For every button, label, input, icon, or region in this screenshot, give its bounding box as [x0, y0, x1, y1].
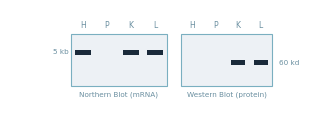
Bar: [254, 60, 268, 65]
Text: L: L: [259, 21, 263, 30]
Text: L: L: [153, 21, 157, 30]
Text: Northern Blot (mRNA): Northern Blot (mRNA): [79, 91, 159, 98]
Bar: [75, 49, 91, 55]
Text: H: H: [80, 21, 86, 30]
Text: K: K: [236, 21, 241, 30]
Text: H: H: [190, 21, 195, 30]
Text: K: K: [128, 21, 133, 30]
Text: 5 kb: 5 kb: [53, 49, 68, 55]
Bar: [147, 49, 163, 55]
Text: P: P: [213, 21, 218, 30]
FancyBboxPatch shape: [181, 34, 272, 86]
FancyBboxPatch shape: [71, 34, 167, 86]
Bar: [231, 60, 245, 65]
Text: P: P: [105, 21, 109, 30]
Text: Western Blot (protein): Western Blot (protein): [187, 91, 267, 98]
Text: 60 kd: 60 kd: [279, 60, 299, 66]
Bar: [123, 49, 139, 55]
